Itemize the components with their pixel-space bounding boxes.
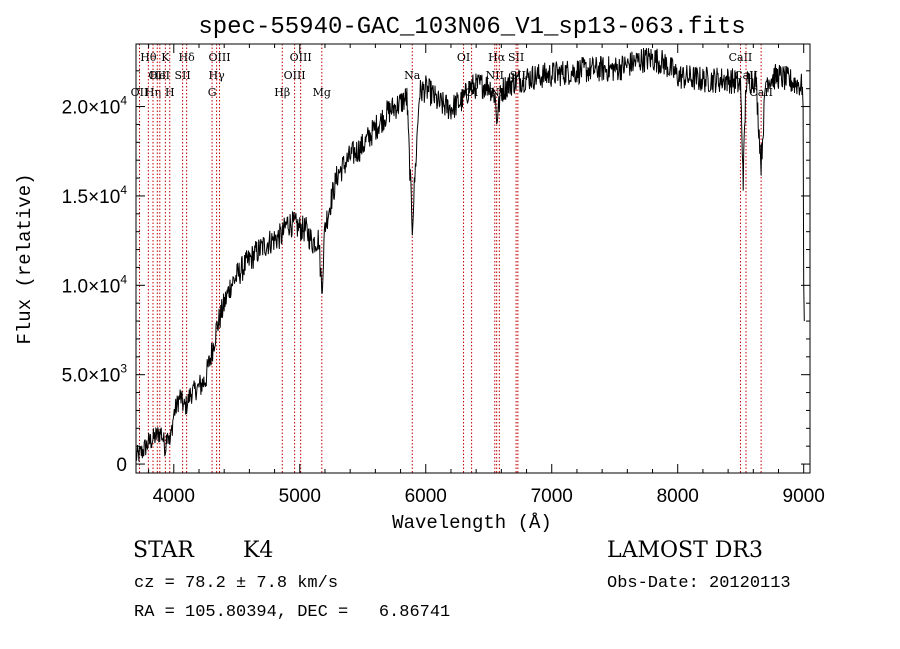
line-label-13: OIII [284,69,306,82]
line-label-7: SII [174,69,190,82]
x-tick-label: 6000 [405,486,447,507]
y-tick-label: 1.5×104 [62,183,128,208]
coordinates: RA = 105.80394, DEC = 6.86741 [134,603,451,622]
observation-date: Obs-Date: 20120113 [607,574,791,593]
line-label-10: Hγ [209,69,226,82]
line-label-0: OII [131,86,149,99]
flux-line [135,47,805,462]
y-tick-label: 5.0×103 [62,362,128,387]
line-label-1: Hθ [140,51,157,64]
y-axis-label: Flux (relative) [14,173,36,344]
x-tick-label: 4000 [153,486,195,507]
y-axis: 0 5.0×103 1.0×104 1.5×104 2.0×104 [62,70,810,476]
survey-name: LAMOST DR3 [607,538,763,563]
line-label-3: OII [148,69,166,82]
x-axis-label: Wavelength (Å) [392,512,552,534]
line-label-16: Na [404,69,421,82]
y-tick-exponent: 4 [120,94,127,108]
line-label-24: CaII [729,51,753,64]
flux-series-group [135,47,805,462]
line-label-17: OI [457,51,470,64]
y-tick-exponent: 3 [120,362,127,376]
radial-velocity: cz = 78.2 ± 7.8 km/s [134,574,339,593]
spectral-subclass: K4 [243,538,274,563]
line-label-9: G [208,86,217,99]
plot-frame [135,43,811,474]
x-tick-label: 5000 [279,486,321,507]
spectral-line-markers: OIIHθHηOIIHeIKHSIIHδGHγOIIIHβOIIIOIIIMgN… [131,44,773,473]
line-label-5: K [161,51,170,64]
line-label-20: Hα [488,51,506,64]
chart-title: spec-55940-GAC_103N06_V1_sp13-063.fits [198,14,745,41]
object-class: STAR [133,538,194,563]
line-label-14: OIII [290,51,312,64]
line-label-26: CaII [749,86,773,99]
x-tick-label: 7000 [531,486,573,507]
line-label-22: SII [508,51,524,64]
x-axis: 4000 5000 6000 7000 8000 9000 [148,44,825,507]
line-label-2: Hη [145,86,161,99]
line-label-19: NII [486,69,504,82]
y-tick-label: 0 [116,455,127,476]
y-tick-label: 2.0×104 [62,94,128,119]
x-tick-label: 8000 [657,486,699,507]
line-label-15: Mg [313,86,331,99]
y-tick-label: 1.0×104 [62,272,128,297]
line-label-11: OIII [208,51,230,64]
x-tick-label: 9000 [783,486,825,507]
line-label-4: HeI [150,69,170,82]
y-tick-exponent: 4 [120,272,127,286]
line-label-8: Hδ [179,51,196,64]
y-tick-exponent: 4 [120,183,127,197]
line-label-12: Hβ [274,86,290,99]
line-label-6: H [165,86,175,99]
